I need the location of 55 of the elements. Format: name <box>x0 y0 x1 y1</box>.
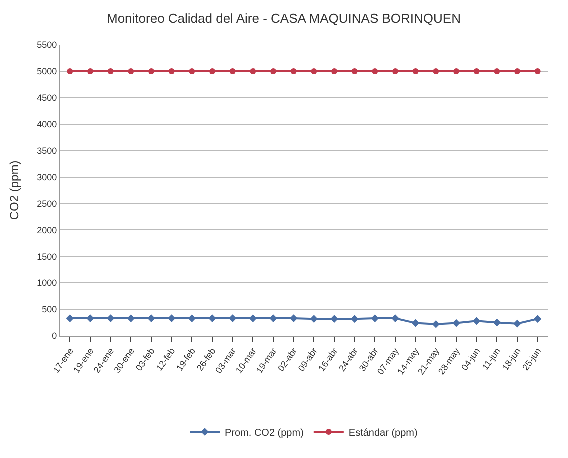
point <box>372 68 378 74</box>
point <box>148 314 156 322</box>
y-tick-label: 1000 <box>37 278 58 288</box>
point <box>108 68 114 74</box>
y-tick-label: 4000 <box>37 120 58 130</box>
y-tick-label: 3000 <box>37 172 58 182</box>
point <box>86 314 94 322</box>
point <box>350 315 359 323</box>
point <box>189 68 196 74</box>
point <box>412 319 420 328</box>
y-tick-label: 2000 <box>37 225 58 236</box>
point <box>250 68 256 74</box>
point <box>392 314 400 322</box>
point <box>432 320 440 328</box>
point <box>534 315 542 323</box>
point <box>474 68 480 74</box>
legend-label: Prom. CO2 (ppm) <box>225 428 304 439</box>
point <box>210 68 216 74</box>
y-tick-label: 1500 <box>37 252 58 262</box>
point <box>128 68 134 74</box>
point <box>454 68 460 74</box>
point <box>514 68 520 74</box>
legend-label: Estándar (ppm) <box>348 428 418 439</box>
point <box>493 318 502 327</box>
y-tick-label: 3500 <box>37 146 58 156</box>
point <box>452 319 460 328</box>
point <box>332 68 338 74</box>
chart-title: Monitoreo Calidad del Aire - CASA MAQUINAS BORINQUEN <box>106 10 462 26</box>
point <box>67 68 74 74</box>
point <box>270 314 278 322</box>
point <box>330 315 338 323</box>
point <box>230 68 236 74</box>
point <box>168 68 175 74</box>
point <box>514 320 522 328</box>
point <box>88 68 94 74</box>
point <box>534 68 541 74</box>
y-axis-title: CO2 (ppm) <box>7 160 22 220</box>
y-tick-label: 500 <box>42 304 58 315</box>
point <box>433 68 440 74</box>
point <box>412 68 419 74</box>
y-tick-label: 2500 <box>37 198 58 209</box>
point <box>310 315 318 323</box>
point <box>494 68 500 74</box>
point <box>270 68 276 74</box>
point <box>472 317 481 326</box>
point <box>311 68 318 74</box>
y-tick-label: 4500 <box>37 93 58 104</box>
point <box>352 68 358 74</box>
point <box>290 68 297 74</box>
point <box>148 68 154 74</box>
y-tick-label: 5000 <box>37 66 58 77</box>
y-tick-label: 5500 <box>37 40 58 50</box>
y-tick-label: 0 <box>52 331 58 342</box>
point <box>208 314 216 322</box>
point <box>392 68 398 74</box>
